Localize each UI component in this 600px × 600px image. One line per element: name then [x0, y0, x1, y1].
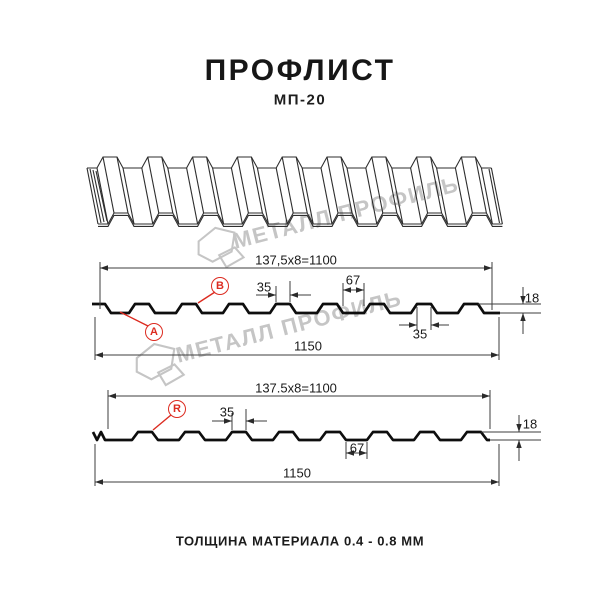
arrowhead [482, 393, 490, 399]
sheet-3d-rib-edge [391, 167, 404, 225]
sheet-3d-end-edge [89, 168, 102, 224]
thickness-note: ТОЛЩИНА МАТЕРИАЛА 0.4 - 0.8 ММ [175, 533, 425, 549]
dim-rib-width-bottom-edge: 35 [412, 326, 428, 342]
metall-profil-logo-icon [197, 226, 246, 269]
sheet-3d-rib-edge [436, 167, 449, 225]
sheet-3d-rib-edge [320, 167, 333, 225]
dim-overall-width-top: 1150 [294, 338, 322, 354]
sheet-3d-rib-edge [371, 156, 384, 214]
dim-rib-width-top: 35 [256, 279, 272, 295]
arrowhead [520, 313, 526, 321]
sheet-3d-rib-edge [167, 167, 180, 225]
arrowhead [409, 322, 417, 328]
sheet-3d-end-edge [92, 169, 105, 223]
sheet-3d-rib-edge [340, 156, 353, 214]
sheet-3d-rib-edge [161, 156, 174, 214]
sheet-3d-rib-edge [365, 167, 378, 225]
arrowhead [108, 393, 116, 399]
sheet-3d-rib-edge [147, 156, 160, 214]
sheet-3d-rib-edge [301, 167, 314, 225]
arrowhead [516, 424, 522, 432]
sheet-3d-end-edge [95, 170, 108, 222]
sheet-3d-rib-edge [281, 156, 294, 214]
sheet-3d-rib-edge [186, 167, 199, 225]
sheet-3d-rib-edge [102, 156, 115, 214]
dim-valley-width-top: 67 [345, 272, 361, 288]
marker-r: R [168, 400, 186, 418]
arrowhead [290, 292, 298, 298]
sheet-3d-rib-edge [295, 156, 308, 214]
page-title: ПРОФЛИСТ [204, 54, 396, 87]
arrowhead [431, 322, 439, 328]
sheet-3d-rib-edge [116, 156, 129, 214]
sheet-3d-rib-edge [460, 156, 473, 214]
sheet-3d-rib-edge [326, 156, 339, 214]
sheet-3d-rib-edge [236, 156, 249, 214]
arrowhead [491, 352, 499, 358]
arrowhead [484, 265, 492, 271]
dim-overall-width-2: 1150 [283, 465, 311, 481]
arrowhead [520, 296, 526, 304]
marker-b: B [211, 277, 229, 295]
sheet-3d-rib-edge [474, 156, 487, 214]
sheet-3d-rib-edge [192, 156, 205, 214]
metall-profil-logo-icon [135, 342, 186, 387]
marker-leader-line [119, 311, 149, 327]
dim-rib-width-2: 35 [219, 404, 235, 420]
dim-valley-width-2: 67 [349, 440, 365, 456]
arrowhead [268, 292, 276, 298]
sheet-3d-end-edge [488, 168, 501, 224]
sheet-3d-front-edge [98, 212, 503, 225]
sheet-3d-rib-edge [256, 167, 269, 225]
sheet-3d-rib-edge [410, 167, 423, 225]
sheet-3d-rib-edge [480, 167, 493, 225]
sheet-3d-rib-edge [141, 167, 154, 225]
sheet-3d-rib-edge [122, 167, 135, 225]
arrowhead [343, 287, 351, 293]
dim-working-width-top: 137,5x8=1100 [255, 252, 337, 268]
sheet-3d-rib-edge [275, 167, 288, 225]
arrowhead [95, 352, 103, 358]
sheet-3d-end-edge [490, 167, 503, 225]
sheet-3d-rib-edge [416, 156, 429, 214]
marker-a: A [145, 323, 163, 341]
sheet-3d-rib-edge [212, 167, 225, 225]
arrowhead [346, 450, 354, 456]
profile-model-label: МП-20 [273, 91, 327, 109]
marker-leader-line [152, 414, 172, 431]
dim-height-top: 18 [524, 290, 540, 306]
cross-section-top-profile [92, 302, 500, 315]
sheet-3d-rib-edge [206, 156, 219, 214]
arrowhead [516, 440, 522, 448]
sheet-3d-back-edge [87, 156, 492, 169]
arrowhead [359, 450, 367, 456]
sheet-3d-rib-edge [250, 156, 263, 214]
sheet-3d-rib-edge [430, 156, 443, 214]
sheet-3d-rib-edge [346, 167, 359, 225]
arrowhead [100, 265, 108, 271]
sheet-3d-rib-edge [230, 167, 243, 225]
arrowhead [356, 287, 364, 293]
arrowhead [95, 479, 103, 485]
sheet-3d-rib-edge [385, 156, 398, 214]
sheet-3d-end-edge [86, 167, 99, 225]
sheet-3d-front-thickness [98, 214, 503, 227]
sheet-3d-rib-edge [454, 167, 467, 225]
arrowhead [491, 479, 499, 485]
dim-height-2: 18 [522, 416, 538, 432]
cross-section-bottom-profile [91, 430, 490, 442]
arrowhead [246, 418, 254, 424]
arrowhead [224, 418, 232, 424]
dim-working-width-2: 137.5x8=1100 [255, 380, 337, 396]
marker-leader-line [197, 291, 216, 304]
